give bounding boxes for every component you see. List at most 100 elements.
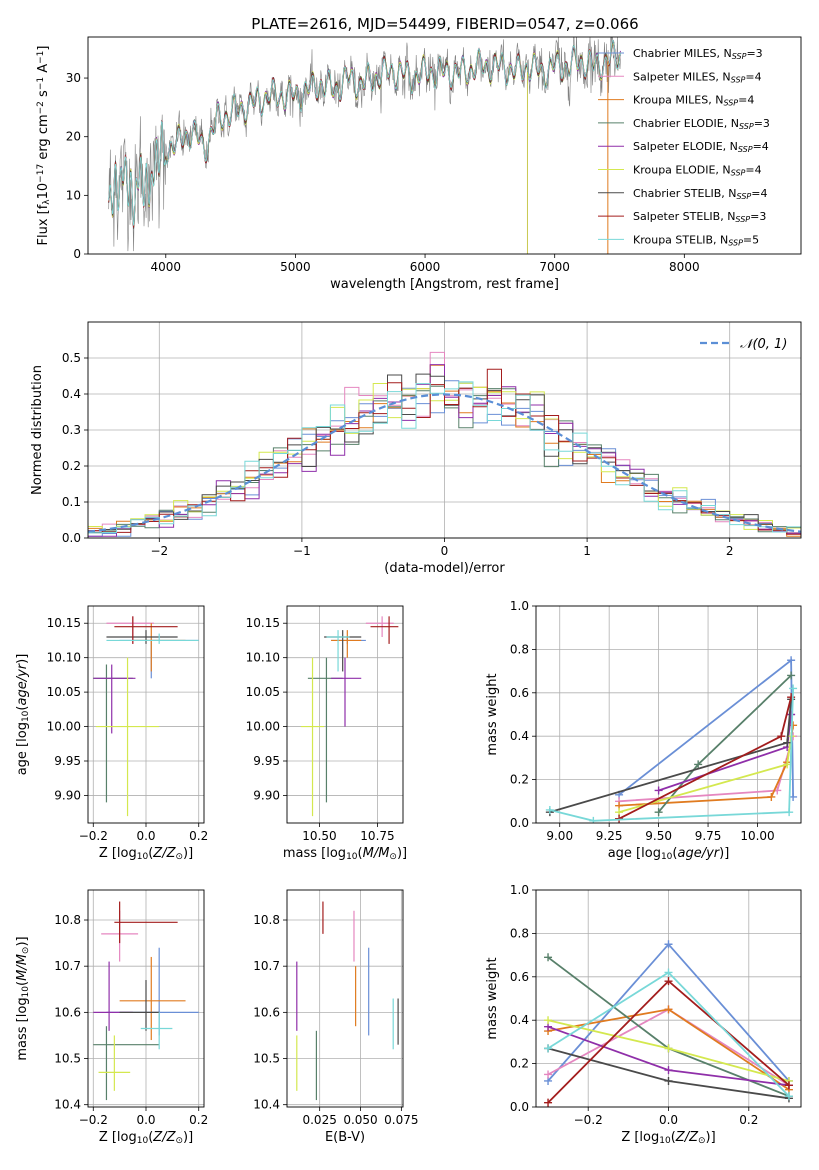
y-tick-label: 10.10 — [246, 651, 280, 665]
legend-entry-sub: SSP — [732, 52, 747, 61]
plot-area — [544, 940, 793, 1107]
plot-area — [88, 351, 801, 537]
x-axis-label-part: / — [684, 1130, 691, 1145]
legend-entry-sub: SSP — [739, 122, 754, 131]
x-tick-label: 0.0 — [659, 1113, 678, 1127]
y-axis-label-part: yr — [15, 662, 30, 678]
y-tick-label: 9.90 — [253, 788, 280, 802]
x-axis-label-part: )] — [706, 1130, 716, 1145]
x-axis-label-part: ( — [148, 1130, 153, 1145]
spectrum-data-line — [108, 37, 621, 252]
x-axis-label-part: ( — [148, 846, 153, 861]
x-axis-label: (data-model)/error — [384, 561, 505, 576]
mass-weight-marker — [767, 792, 776, 801]
plot-area — [296, 901, 399, 1101]
legend-entry-name: Chabrier MILES, N — [633, 47, 732, 60]
legend-entry-name: Chabrier ELODIE, N — [633, 117, 739, 130]
x-axis-label-part: Z — [166, 846, 177, 861]
axes: −0.2 0.0 0.210.410.510.610.710.8Z [log10(Z… — [15, 889, 208, 1146]
x-axis-label-part: 10 — [659, 1136, 671, 1146]
x-tick-label: 0 — [441, 544, 449, 558]
x-axis-label-part: M — [378, 846, 389, 861]
legend-entry: Salpeter ELODIE, NSSP=4 — [633, 140, 769, 154]
x-tick-label: 9.50 — [645, 829, 672, 843]
x-axis-label-part: Z — [688, 1130, 699, 1145]
x-tick-label: 0.075 — [384, 1113, 418, 1127]
x-axis-label-part: Z [log — [99, 846, 137, 861]
mass-weight-marker — [787, 671, 796, 680]
y-tick-label: 0.2 — [510, 1057, 529, 1071]
histogram-step — [88, 381, 801, 534]
y-tick-label: 9.90 — [54, 788, 81, 802]
axes-frame — [286, 889, 404, 1108]
y-tick-label: 0.4 — [510, 1013, 529, 1027]
mass-weight-marker — [664, 1066, 673, 1075]
y-tick-label: 30 — [66, 71, 81, 85]
legend-entry: Kroupa ELODIE, NSSP=4 — [633, 164, 762, 178]
x-tick-label: 9.25 — [596, 829, 623, 843]
chart-mass-weight-vs-age: 9.00 9.25 9.50 9.75 10.00 0.0 0.2 0.4 0.6 0.8 1.0 a… — [485, 599, 802, 862]
x-axis-label-part: 10 — [137, 852, 149, 862]
x-tick-label: 0.050 — [343, 1113, 377, 1127]
plot-area — [300, 616, 399, 817]
mass-weight-marker — [589, 816, 598, 823]
legend-entry-name: Salpeter ELODIE, N — [633, 140, 738, 153]
x-axis-label-part: )] — [719, 846, 729, 861]
legend-entry: Salpeter MILES, NSSP=4 — [633, 70, 762, 84]
mass-weight-marker — [785, 808, 794, 817]
x-axis-label: mass [log10(M/M⊙)] — [283, 846, 407, 862]
y-tick-label: 1.0 — [510, 883, 529, 897]
x-tick-label: 8000 — [669, 260, 700, 274]
y-tick-label: 10.5 — [54, 1052, 81, 1066]
y-tick-label: 0.8 — [510, 926, 529, 940]
y-tick-label: 0.4 — [510, 729, 529, 743]
mass-weight-marker — [784, 1092, 793, 1101]
x-axis-label-part: Z [log — [621, 1130, 659, 1145]
x-tick-label: 2 — [726, 544, 734, 558]
legend-entry-sub: SSP — [737, 192, 752, 201]
y-tick-label: 10.8 — [253, 913, 280, 927]
mass-weight-marker — [664, 940, 673, 949]
y-axis-label: mass weight — [485, 673, 500, 755]
x-axis-label-part: Z — [152, 846, 163, 861]
legend-entry-sub: SSP — [735, 215, 750, 224]
y-axis-label-part: −2 — [36, 101, 46, 114]
x-tick-label: 6000 — [410, 260, 441, 274]
legend-entry-sub: SSP — [723, 99, 738, 108]
y-axis-label-part: M — [15, 970, 30, 981]
y-tick-label: 9.95 — [253, 754, 280, 768]
spectrum-model-line — [108, 39, 621, 226]
x-tick-label: 0.2 — [189, 1113, 208, 1127]
axes: −2 −1 0 1 2 0.0 0.1 0.2 0.3 0.4 0.5 (data-model)/er… — [30, 321, 802, 576]
y-tick-label: 0 — [73, 247, 81, 261]
legend-entry-sub: SSP — [731, 169, 746, 178]
x-axis-label-part: ⊙ — [175, 852, 183, 862]
axes-frame — [535, 605, 802, 824]
x-axis-label-part: yr — [705, 846, 721, 861]
x-tick-label: 10.75 — [360, 829, 394, 843]
x-axis-label-part: 10 — [661, 852, 673, 862]
legend-entry-name: Kroupa ELODIE, N — [633, 164, 731, 177]
mass-weight-marker — [545, 805, 554, 814]
x-axis-label: E(B-V) — [325, 1130, 365, 1145]
y-axis-label-part: age — [15, 681, 30, 705]
legend-entry-sub: SSP — [731, 75, 746, 84]
y-tick-label: 10.00 — [47, 720, 81, 734]
x-axis-label-part: ⊙ — [175, 1136, 183, 1146]
mass-weight-marker — [654, 808, 663, 817]
y-tick-label: 0.2 — [510, 773, 529, 787]
gaussian-curve — [88, 393, 801, 533]
figure-title: PLATE=2616, MJD=54499, FIBERID=0547, z=0… — [251, 15, 638, 33]
y-tick-label: 0.3 — [62, 423, 81, 437]
y-axis-label-part: erg cm — [36, 114, 51, 163]
y-axis-label-part: M — [15, 954, 30, 965]
axes: 0.025 0.050 0.075 10.4 10.5 10.6 10.7 10.8 E(B-V… — [253, 889, 419, 1145]
axes: −0.2 0.0 0.20.00.20.40.60.81.0Z [log10(Z/Z… — [485, 883, 802, 1146]
legend-entry-value: =3 — [746, 47, 762, 60]
legend-entry-name: Salpeter MILES, N — [633, 70, 731, 83]
legend-entry-value: =4 — [745, 164, 761, 177]
y-tick-label: 0.1 — [62, 495, 81, 509]
y-tick-label: 0.6 — [510, 970, 529, 984]
x-axis-label-part: ( — [358, 846, 363, 861]
mass-weight-marker — [784, 1081, 793, 1090]
